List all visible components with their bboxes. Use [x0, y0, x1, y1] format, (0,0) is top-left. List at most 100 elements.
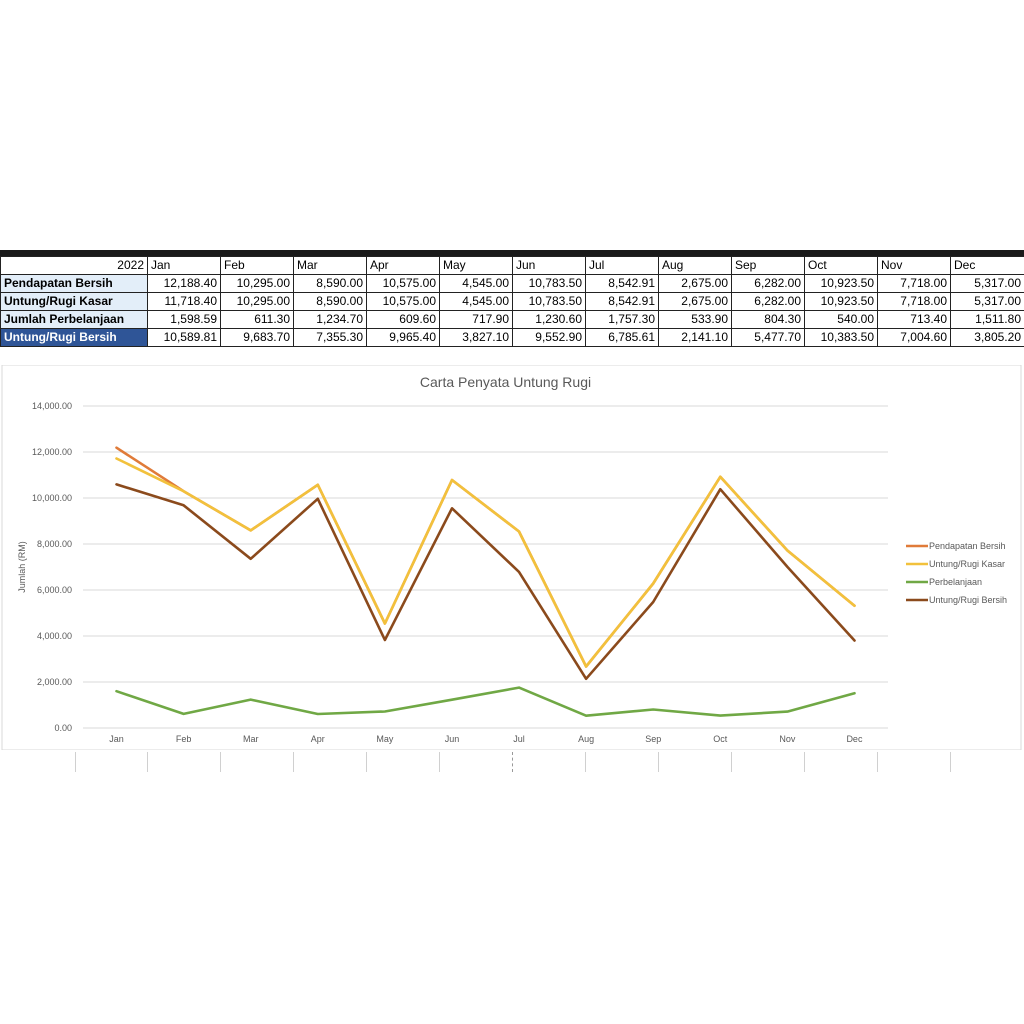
x-tick-label: Jul — [513, 734, 525, 744]
table-cell[interactable]: 10,589.81 — [147, 328, 221, 347]
y-tick-label: 8,000.00 — [37, 539, 72, 549]
cell-border — [439, 752, 440, 772]
table-cell[interactable]: 6,282.00 — [731, 292, 805, 311]
x-tick-label: Nov — [779, 734, 796, 744]
y-tick-label: 0.00 — [54, 723, 72, 733]
month-header-nov[interactable]: Nov — [877, 256, 951, 275]
table-cell[interactable]: 804.30 — [731, 310, 805, 329]
table-cell[interactable]: 10,923.50 — [804, 292, 878, 311]
x-tick-label: Mar — [243, 734, 259, 744]
table-cell[interactable]: 5,317.00 — [950, 274, 1024, 293]
table-cell[interactable]: 611.30 — [220, 310, 294, 329]
x-tick-label: Apr — [311, 734, 325, 744]
cell-border — [220, 752, 221, 772]
row-label[interactable]: Pendapatan Bersih — [0, 274, 148, 293]
table-cell[interactable]: 1,511.80 — [950, 310, 1024, 329]
month-header-jul[interactable]: Jul — [585, 256, 659, 275]
sheet-top-border — [0, 250, 1024, 256]
table-cell[interactable]: 11,718.40 — [147, 292, 221, 311]
table-cell[interactable]: 2,141.10 — [658, 328, 732, 347]
row-label[interactable]: Untung/Rugi Kasar — [0, 292, 148, 311]
legend-label: Pendapatan Bersih — [929, 541, 1006, 551]
line-chart[interactable]: Carta Penyata Untung Rugi 0.00 2,000.00 4,0… — [0, 365, 1024, 750]
table-cell[interactable]: 2,675.00 — [658, 292, 732, 311]
month-header-sep[interactable]: Sep — [731, 256, 805, 275]
table-cell[interactable]: 4,545.00 — [439, 274, 513, 293]
month-header-jan[interactable]: Jan — [147, 256, 221, 275]
month-header-apr[interactable]: Apr — [366, 256, 440, 275]
table-cell[interactable]: 9,552.90 — [512, 328, 586, 347]
table-cell[interactable]: 10,923.50 — [804, 274, 878, 293]
table-cell[interactable]: 6,282.00 — [731, 274, 805, 293]
chart-frame — [1, 365, 1022, 750]
table-cell[interactable]: 6,785.61 — [585, 328, 659, 347]
table-cell[interactable]: 7,718.00 — [877, 274, 951, 293]
table-cell[interactable]: 2,675.00 — [658, 274, 732, 293]
x-tick-label: Oct — [713, 734, 728, 744]
month-header-oct[interactable]: Oct — [804, 256, 878, 275]
table-cell[interactable]: 7,718.00 — [877, 292, 951, 311]
table-cell[interactable]: 1,234.70 — [293, 310, 367, 329]
table-cell[interactable]: 609.60 — [366, 310, 440, 329]
cell-border — [877, 752, 878, 772]
table-cell[interactable]: 3,805.20 — [950, 328, 1024, 347]
cell-border — [804, 752, 805, 772]
table-cell[interactable]: 10,783.50 — [512, 274, 586, 293]
table-cell[interactable]: 12,188.40 — [147, 274, 221, 293]
y-tick-label: 2,000.00 — [37, 677, 72, 687]
table-cell[interactable]: 9,683.70 — [220, 328, 294, 347]
legend-label: Untung/Rugi Bersih — [929, 595, 1007, 605]
chart-area[interactable]: Carta Penyata Untung Rugi 0.00 2,000.00 4,0… — [0, 365, 1024, 750]
row-label[interactable]: Untung/Rugi Bersih — [0, 328, 148, 347]
table-cell[interactable]: 10,575.00 — [366, 292, 440, 311]
table-cell[interactable]: 8,542.91 — [585, 292, 659, 311]
cell-border — [512, 752, 513, 772]
table-cell[interactable]: 1,230.60 — [512, 310, 586, 329]
table-cell[interactable]: 10,783.50 — [512, 292, 586, 311]
month-header-may[interactable]: May — [439, 256, 513, 275]
month-header-jun[interactable]: Jun — [512, 256, 586, 275]
cell-border — [293, 752, 294, 772]
data-table: 2022 Jan Feb Mar Apr May Jun Jul Aug Sep Oct Nov Dec… — [0, 256, 1024, 347]
table-cell[interactable]: 5,317.00 — [950, 292, 1024, 311]
table-row: Pendapatan Bersih 12,188.40 10,295.00 8,590… — [0, 274, 1024, 293]
table-cell[interactable]: 717.90 — [439, 310, 513, 329]
table-cell[interactable]: 8,542.91 — [585, 274, 659, 293]
table-cell[interactable]: 3,827.10 — [439, 328, 513, 347]
cell-border — [366, 752, 367, 772]
table-cell[interactable]: 10,575.00 — [366, 274, 440, 293]
table-cell[interactable]: 8,590.00 — [293, 274, 367, 293]
table-cell[interactable]: 10,295.00 — [220, 274, 294, 293]
table-cell[interactable]: 7,004.60 — [877, 328, 951, 347]
table-cell[interactable]: 9,965.40 — [366, 328, 440, 347]
x-tick-label: Jun — [445, 734, 460, 744]
year-cell[interactable]: 2022 — [0, 256, 148, 275]
table-cell[interactable]: 10,295.00 — [220, 292, 294, 311]
table-cell[interactable]: 533.90 — [658, 310, 732, 329]
spreadsheet: 2022 Jan Feb Mar Apr May Jun Jul Aug Sep Oct Nov Dec… — [0, 250, 1024, 775]
table-cell[interactable]: 4,545.00 — [439, 292, 513, 311]
table-cell[interactable]: 5,477.70 — [731, 328, 805, 347]
table-row: Untung/Rugi Kasar 11,718.40 10,295.00 8,590… — [0, 292, 1024, 311]
month-header-feb[interactable]: Feb — [220, 256, 294, 275]
table-cell[interactable]: 540.00 — [804, 310, 878, 329]
month-header-aug[interactable]: Aug — [658, 256, 732, 275]
table-cell[interactable]: 8,590.00 — [293, 292, 367, 311]
x-tick-label: Dec — [846, 734, 863, 744]
cell-border — [585, 752, 586, 772]
month-header-mar[interactable]: Mar — [293, 256, 367, 275]
legend-label: Perbelanjaan — [929, 577, 982, 587]
x-tick-label: Feb — [176, 734, 192, 744]
row-label[interactable]: Jumlah Perbelanjaan — [0, 310, 148, 329]
table-cell[interactable]: 1,598.59 — [147, 310, 221, 329]
cell-border — [950, 752, 951, 772]
table-cell[interactable]: 10,383.50 — [804, 328, 878, 347]
table-cell[interactable]: 1,757.30 — [585, 310, 659, 329]
cell-border — [658, 752, 659, 772]
month-header-dec[interactable]: Dec — [950, 256, 1024, 275]
table-cell[interactable]: 713.40 — [877, 310, 951, 329]
y-tick-label: 14,000.00 — [32, 401, 72, 411]
cell-border — [731, 752, 732, 772]
cell-border — [147, 752, 148, 772]
table-cell[interactable]: 7,355.30 — [293, 328, 367, 347]
